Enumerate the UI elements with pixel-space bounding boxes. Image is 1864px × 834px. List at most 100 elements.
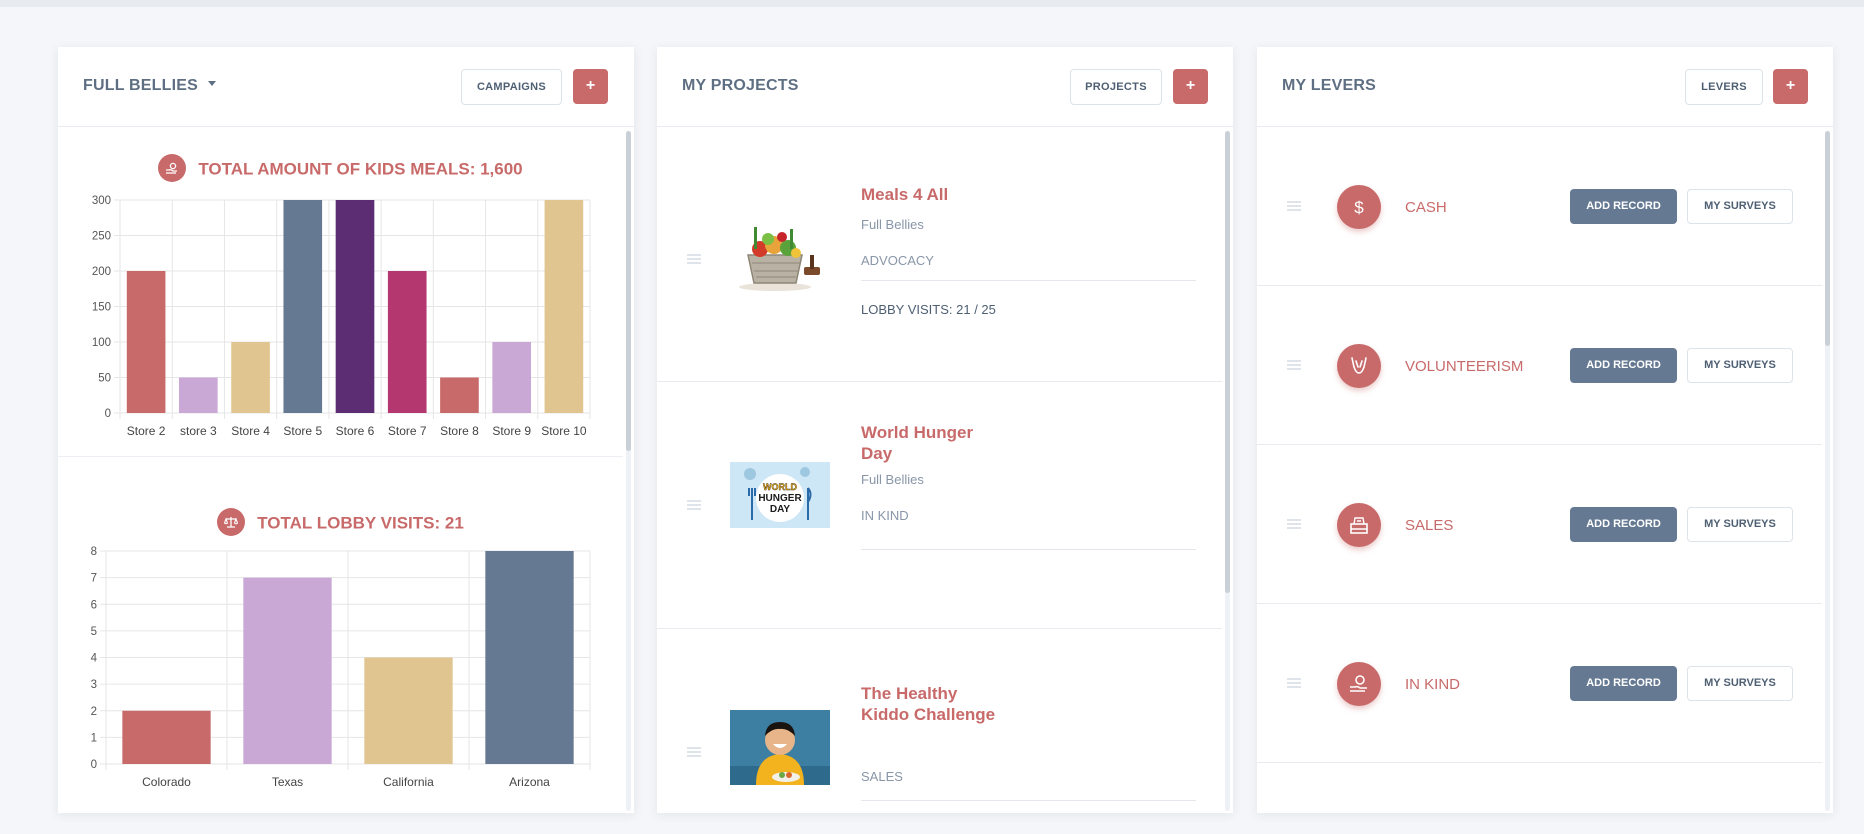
bar[interactable]	[122, 710, 211, 764]
drag-handle-icon[interactable]	[1287, 678, 1301, 688]
lobby-visits-chart-block: TOTAL LOBBY VISITS: 21 0 1 2 3 4 5 6 7 8 Colorado…	[58, 457, 623, 813]
y-tick-label: 6	[91, 599, 97, 611]
campaign-selector[interactable]: FULL BELLIES	[83, 77, 216, 95]
y-tick-label: 200	[92, 266, 111, 278]
divider	[861, 280, 1196, 281]
drag-handle-icon[interactable]	[1287, 519, 1301, 529]
y-tick-label: 1	[91, 732, 97, 744]
y-tick-label: 5	[91, 626, 97, 638]
scrollbar[interactable]	[626, 131, 631, 811]
levers-list: $ CASH ADD RECORD MY SURVEYS VOLUNTEERIS…	[1257, 127, 1833, 813]
projects-panel: MY PROJECTS PROJECTS + Meals 4 All Fu	[657, 47, 1233, 813]
x-tick-label: Store 10	[541, 424, 587, 438]
bar[interactable]	[283, 200, 323, 413]
scrollbar-thumb[interactable]	[626, 131, 631, 451]
x-tick-label: Store 9	[492, 424, 531, 438]
lever-name[interactable]: VOLUNTEERISM	[1405, 358, 1524, 375]
x-tick-label: Arizona	[509, 775, 550, 789]
add-record-button[interactable]: ADD RECORD	[1570, 189, 1677, 224]
lever-row-cash: $ CASH ADD RECORD MY SURVEYS	[1257, 127, 1822, 286]
my-surveys-button[interactable]: MY SURVEYS	[1687, 666, 1793, 701]
x-tick-label: Colorado	[142, 775, 191, 789]
lever-name[interactable]: SALES	[1405, 517, 1454, 534]
lever-row-in-kind: IN KIND ADD RECORD MY SURVEYS	[1257, 604, 1822, 763]
projects-list: Meals 4 All Full Bellies ADVOCACY LOBBY …	[657, 127, 1233, 813]
kids-meals-chart-block: TOTAL AMOUNT OF KIDS MEALS: 1,600 0 50 100…	[58, 127, 623, 457]
campaign-name: FULL BELLIES	[83, 77, 198, 94]
chart-title-text: TOTAL AMOUNT OF KIDS MEALS: 1,600	[198, 159, 523, 179]
bar[interactable]	[243, 577, 332, 764]
project-card[interactable]: The Healthy Kiddo Challenge SALES	[657, 629, 1222, 813]
scrollbar-thumb[interactable]	[1825, 131, 1830, 346]
x-tick-label: Store 8	[440, 424, 479, 438]
projects-button[interactable]: PROJECTS	[1070, 69, 1162, 105]
cash-register-icon	[1337, 503, 1381, 547]
y-tick-label: 2	[91, 706, 97, 718]
dollar-icon: $	[1337, 185, 1381, 229]
drag-handle-icon[interactable]	[687, 254, 701, 264]
add-record-button[interactable]: ADD RECORD	[1570, 348, 1677, 383]
project-name[interactable]: The Healthy Kiddo Challenge	[861, 684, 996, 724]
drag-handle-icon[interactable]	[687, 500, 701, 510]
bar[interactable]	[440, 377, 479, 414]
project-card[interactable]: WORLD HUNGER DAY World Hunger Day Full B…	[657, 382, 1222, 629]
add-project-button[interactable]: +	[1173, 69, 1208, 104]
add-record-button[interactable]: ADD RECORD	[1570, 507, 1677, 542]
bar[interactable]	[179, 377, 218, 414]
chart-title: TOTAL LOBBY VISITS: 21	[58, 508, 623, 538]
levers-button[interactable]: LEVERS	[1685, 69, 1763, 105]
add-lever-button[interactable]: +	[1773, 69, 1808, 104]
add-record-button[interactable]: ADD RECORD	[1570, 666, 1677, 701]
drag-handle-icon[interactable]	[687, 747, 701, 757]
drag-handle-icon[interactable]	[1287, 201, 1301, 211]
y-tick-label: 8	[91, 546, 97, 558]
bar[interactable]	[364, 657, 453, 765]
lever-name[interactable]: IN KIND	[1405, 676, 1461, 693]
project-name[interactable]: Meals 4 All	[861, 185, 949, 204]
campaign-panel-header: FULL BELLIES CAMPAIGNS +	[58, 47, 634, 127]
y-tick-label: 0	[105, 408, 111, 420]
project-org: Full Bellies	[861, 217, 924, 232]
x-tick-label: Store 5	[283, 424, 322, 438]
bar[interactable]	[387, 271, 427, 413]
hand-giving-icon	[1337, 662, 1381, 706]
campaigns-button[interactable]: CAMPAIGNS	[461, 69, 562, 105]
helping-hands-icon	[1337, 344, 1381, 388]
y-tick-label: 0	[91, 759, 97, 771]
thumbnail-text-2: HUNGER	[758, 493, 802, 504]
project-card[interactable]: Meals 4 All Full Bellies ADVOCACY LOBBY …	[657, 127, 1222, 382]
my-surveys-button[interactable]: MY SURVEYS	[1687, 348, 1793, 383]
my-surveys-button[interactable]: MY SURVEYS	[1687, 189, 1793, 224]
bar[interactable]	[335, 200, 375, 413]
my-surveys-button[interactable]: MY SURVEYS	[1687, 507, 1793, 542]
bar[interactable]	[492, 342, 531, 413]
projects-panel-header: MY PROJECTS PROJECTS +	[657, 47, 1233, 127]
add-campaign-button[interactable]: +	[573, 69, 608, 104]
project-thumbnail: WORLD HUNGER DAY	[730, 462, 830, 528]
y-tick-label: 50	[98, 373, 111, 385]
x-tick-label: Store 2	[127, 424, 166, 438]
caret-down-icon[interactable]	[208, 81, 216, 87]
lever-name[interactable]: CASH	[1405, 199, 1447, 216]
drag-handle-icon[interactable]	[1287, 360, 1301, 370]
scrollbar-thumb[interactable]	[1225, 131, 1230, 593]
x-tick-label: Store 7	[388, 424, 427, 438]
y-tick-label: 4	[91, 653, 98, 665]
bar[interactable]	[544, 200, 584, 413]
projects-panel-title: MY PROJECTS	[682, 77, 799, 94]
y-tick-label: 3	[91, 679, 97, 691]
chart-title: TOTAL AMOUNT OF KIDS MEALS: 1,600	[58, 154, 623, 184]
bar[interactable]	[231, 342, 270, 413]
x-tick-label: Store 4	[231, 424, 270, 438]
x-tick-label: Texas	[272, 775, 303, 789]
levers-panel-header: MY LEVERS LEVERS +	[1257, 47, 1833, 127]
project-thumbnail	[730, 215, 830, 295]
scrollbar[interactable]	[1225, 131, 1230, 811]
bar[interactable]	[126, 271, 166, 413]
project-name[interactable]: World Hunger Day	[861, 423, 974, 463]
scrollbar[interactable]	[1825, 131, 1830, 811]
kids-meals-bar-chart: 0 50 100 150 200 250 300 Store 2 store 3 Store 4 S…	[92, 195, 591, 438]
project-type: ADVOCACY	[861, 253, 934, 268]
y-tick-label: 150	[92, 302, 111, 314]
bar[interactable]	[485, 551, 574, 764]
